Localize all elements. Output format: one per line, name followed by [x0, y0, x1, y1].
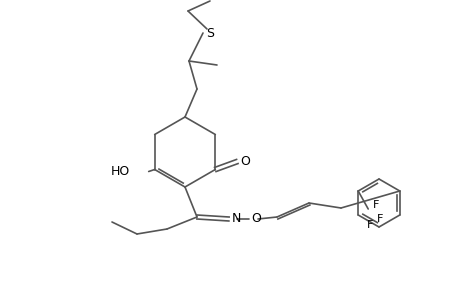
Text: F: F [366, 220, 373, 230]
Text: F: F [376, 214, 382, 224]
Text: F: F [372, 200, 379, 210]
Text: N: N [231, 212, 240, 226]
Text: O: O [240, 155, 250, 168]
Text: S: S [206, 26, 213, 40]
Text: O: O [251, 212, 260, 226]
Text: HO: HO [110, 165, 129, 178]
